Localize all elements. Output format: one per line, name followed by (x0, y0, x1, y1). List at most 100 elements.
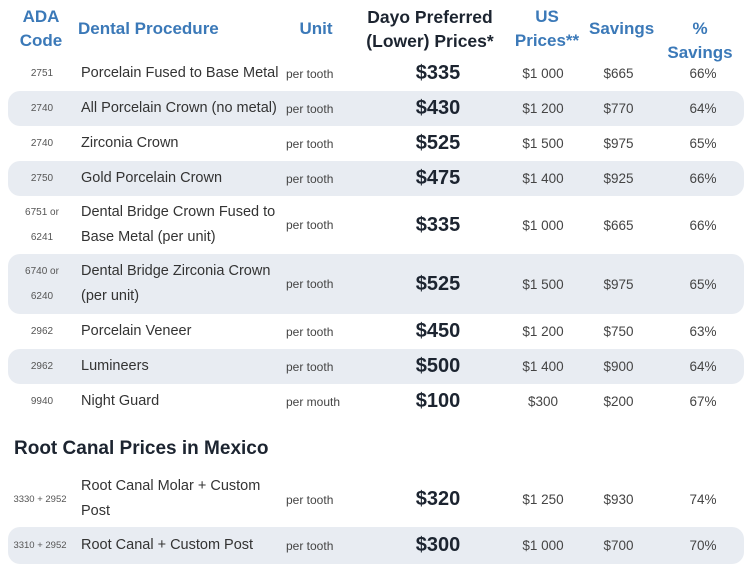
table-row: 9940 Night Guard per mouth $100 $300 $20… (8, 384, 744, 419)
us-price: $1 200 (522, 101, 564, 116)
us-price: $1 400 (522, 171, 564, 186)
pct-savings: 64% (689, 101, 717, 116)
table-row: 2750 Gold Porcelain Crown per tooth $475… (8, 161, 744, 196)
savings: $700 (603, 538, 634, 553)
header-ada-line1: ADA (22, 7, 60, 26)
pct-savings: 64% (689, 359, 717, 374)
header-ada-line2: Code (19, 31, 63, 50)
dayo-price: $500 (415, 355, 461, 377)
ada-code: 2750 (30, 173, 54, 184)
savings: $200 (603, 394, 634, 409)
procedure-name: Dental Bridge Zirconia Crown (per unit) (81, 254, 286, 314)
procedure-line2: Post (81, 503, 111, 519)
savings: $975 (603, 136, 634, 151)
header-dayo-line2: (Lower) Prices* (366, 31, 494, 51)
us-price: $1 400 (522, 359, 564, 374)
table-header: ADA Code Dental Procedure Unit Dayo Pref… (0, 0, 750, 62)
section-title-root-canal: Root Canal Prices in Mexico (14, 438, 269, 459)
ada-code: 6751 or 6241 (8, 196, 76, 254)
pct-savings: 66% (689, 66, 717, 81)
unit: per tooth (286, 171, 334, 186)
procedure-line2: (per unit) (81, 288, 140, 304)
us-price: $1 250 (522, 492, 564, 507)
dayo-price: $475 (415, 167, 461, 189)
header-us-line2: Prices** (514, 31, 580, 50)
pct-savings: 66% (689, 217, 717, 233)
procedure-name: Root Canal Molar + Custom Post (81, 472, 286, 527)
table-row: 2962 Lumineers per tooth $500 $1 400 $90… (8, 349, 744, 384)
us-price: $1 000 (522, 217, 564, 233)
procedure-name: Dental Bridge Crown Fused to Base Metal … (81, 196, 286, 254)
ada-code: 2962 (30, 361, 54, 372)
pct-savings: 74% (689, 492, 717, 507)
ada-code: 3310 + 2952 (13, 540, 67, 551)
pct-savings: 70% (689, 538, 717, 553)
header-savings: Savings (589, 19, 655, 38)
header-dayo-prices: Dayo Preferred (Lower) Prices* (355, 5, 505, 53)
dayo-price: $525 (415, 272, 461, 295)
savings: $975 (603, 276, 634, 292)
procedure-name: Night Guard (81, 393, 160, 409)
procedure-name: Porcelain Veneer (81, 323, 192, 339)
us-price: $1 200 (522, 324, 564, 339)
pct-savings: 65% (689, 136, 717, 151)
dayo-price: $525 (415, 132, 461, 154)
table-row: 2740 Zirconia Crown per tooth $525 $1 50… (8, 126, 744, 161)
dayo-price: $335 (415, 62, 461, 84)
table-row: 3310 + 2952 Root Canal + Custom Post per… (8, 527, 744, 564)
procedure-name: Porcelain Fused to Base Metal (81, 65, 279, 81)
unit: per tooth (286, 492, 334, 507)
unit: per tooth (286, 136, 334, 151)
savings: $770 (603, 101, 634, 116)
dayo-price: $320 (415, 488, 461, 510)
unit: per tooth (286, 538, 334, 553)
dayo-price: $100 (415, 390, 461, 412)
unit: per tooth (286, 324, 334, 339)
ada-code: 2751 (30, 68, 54, 79)
table-row: 2740 All Porcelain Crown (no metal) per … (8, 91, 744, 126)
header-ada-code: ADA Code (10, 5, 72, 53)
table-row: 2751 Porcelain Fused to Base Metal per t… (8, 56, 744, 91)
ada-code-line1: 6751 or (25, 207, 59, 218)
procedure-line1: Root Canal Molar + Custom (81, 478, 261, 494)
table-row: 2962 Porcelain Veneer per tooth $450 $1 … (8, 314, 744, 349)
savings: $750 (603, 324, 634, 339)
dayo-price: $430 (415, 97, 461, 119)
header-us-line1: US (535, 7, 559, 26)
unit: per tooth (286, 277, 334, 291)
us-price: $1 500 (522, 276, 564, 292)
us-price: $1 000 (522, 538, 564, 553)
header-dayo-line1: Dayo Preferred (367, 7, 493, 27)
procedure-name: Gold Porcelain Crown (81, 170, 223, 186)
procedure-line2: Base Metal (per unit) (81, 229, 216, 245)
procedure-name: Zirconia Crown (81, 135, 179, 151)
us-price: $1 000 (522, 66, 564, 81)
header-procedure: Dental Procedure (78, 19, 219, 38)
us-price: $300 (527, 394, 559, 409)
ada-code: 6740 or 6240 (8, 254, 76, 314)
ada-code-line2: 6240 (30, 291, 54, 302)
unit: per tooth (286, 101, 334, 116)
us-price: $1 500 (522, 136, 564, 151)
ada-code: 2962 (30, 326, 54, 337)
dayo-price: $300 (415, 534, 461, 556)
procedure-name: Root Canal + Custom Post (81, 537, 254, 553)
procedure-name: Lumineers (81, 358, 149, 374)
dayo-price: $450 (415, 320, 461, 342)
header-unit: Unit (299, 19, 333, 38)
pct-savings: 65% (689, 276, 717, 292)
savings: $900 (603, 359, 634, 374)
savings: $665 (603, 66, 634, 81)
pct-savings: 66% (689, 171, 717, 186)
ada-code: 3330 + 2952 (13, 494, 67, 505)
unit: per mouth (286, 394, 341, 409)
savings: $930 (603, 492, 634, 507)
table-row: 6751 or 6241 Dental Bridge Crown Fused t… (8, 196, 744, 254)
savings: $665 (603, 217, 634, 233)
table-row: 3330 + 2952 Root Canal Molar + Custom Po… (8, 472, 744, 527)
ada-code-line2: 6241 (30, 232, 54, 243)
table-row: 6740 or 6240 Dental Bridge Zirconia Crow… (8, 254, 744, 314)
procedure-line1: Dental Bridge Zirconia Crown (81, 263, 271, 279)
ada-code: 2740 (30, 138, 54, 149)
dayo-price: $335 (415, 213, 461, 236)
